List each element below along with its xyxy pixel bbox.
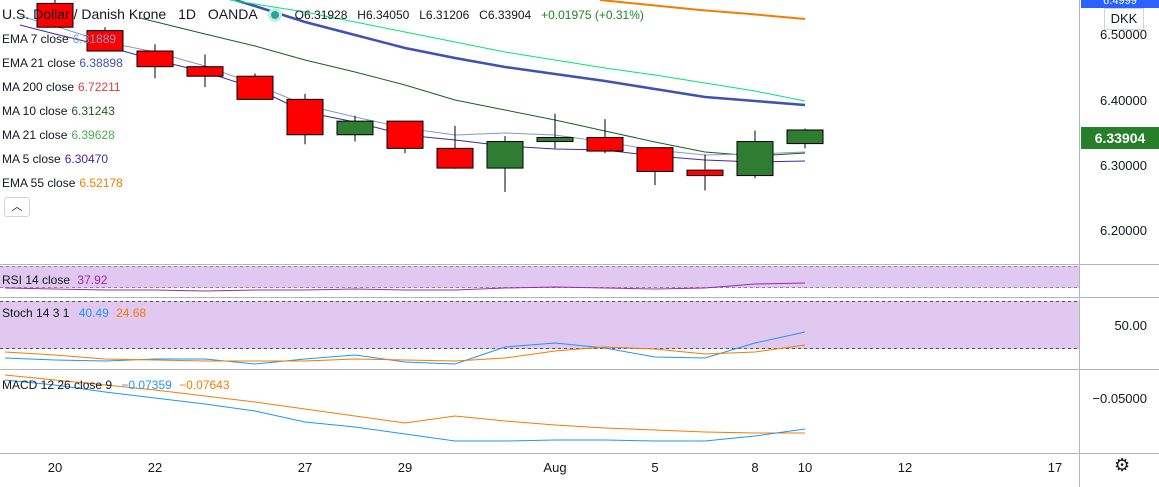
candle-body bbox=[86, 30, 124, 52]
macd-legend[interactable]: MACD 12 26 close 9 −0.07359 −0.07643 bbox=[2, 378, 230, 392]
rsi-band bbox=[0, 266, 1079, 288]
indicator-legend-row[interactable]: MA 10 close 6.31243 bbox=[2, 104, 115, 118]
rsi-legend[interactable]: RSI 14 close 37.92 bbox=[2, 273, 107, 287]
indicator-label: MA 10 close bbox=[2, 104, 68, 118]
price-axis-label: 6.20000 bbox=[1100, 223, 1147, 238]
candle-body bbox=[436, 147, 474, 169]
market-status-icon bbox=[270, 11, 279, 20]
time-axis-label: 17 bbox=[1047, 460, 1063, 475]
ma-21-line bbox=[229, 0, 806, 102]
time-axis-label: 8 bbox=[751, 460, 759, 475]
indicator-legend-row[interactable]: MA 21 close 6.39628 bbox=[2, 128, 115, 142]
indicator-label: MA 200 close bbox=[2, 80, 75, 94]
indicator-label: EMA 21 close bbox=[2, 56, 76, 70]
indicator-value: 6.30470 bbox=[64, 152, 109, 166]
time-axis-label: 12 bbox=[897, 460, 913, 475]
time-axis-label: 5 bbox=[651, 460, 659, 475]
candle-body bbox=[136, 50, 174, 68]
broker: OANDA bbox=[207, 6, 257, 22]
indicator-value: 6.31243 bbox=[71, 104, 115, 118]
stoch-k-value: 40.49 bbox=[78, 306, 109, 320]
candle-body bbox=[736, 141, 774, 177]
price-axis-label: 6.30000 bbox=[1100, 158, 1147, 173]
macd-label: MACD 12 26 close 9 bbox=[2, 378, 113, 392]
indicator-label: EMA 7 close bbox=[2, 32, 69, 46]
stoch-legend[interactable]: Stoch 14 3 1 40.49 24.68 bbox=[2, 306, 146, 320]
indicator-value: 6.38898 bbox=[79, 56, 123, 70]
ohlc-low: L6.31206 bbox=[419, 8, 470, 22]
candle-body bbox=[586, 136, 624, 152]
candle-body bbox=[786, 129, 824, 145]
macd-line bbox=[4, 379, 806, 442]
macd-value: −0.07359 bbox=[121, 378, 172, 392]
stoch-axis-label: 50.00 bbox=[1114, 318, 1147, 333]
indicator-legend-row[interactable]: EMA 7 close 6.31889 bbox=[2, 32, 116, 46]
ema-55-line bbox=[599, 0, 806, 20]
indicator-legend-row[interactable]: EMA 55 close 6.52178 bbox=[2, 176, 123, 190]
candle-body bbox=[386, 120, 424, 149]
time-axis-label: Aug bbox=[543, 460, 567, 475]
indicator-value: 6.72211 bbox=[78, 80, 121, 94]
stoch-band bbox=[0, 301, 1079, 349]
price-axis-label: 6.50000 bbox=[1100, 27, 1147, 42]
candle-body bbox=[686, 169, 724, 177]
candle-body bbox=[486, 141, 524, 169]
current-price-tag: 6.33904 bbox=[1081, 127, 1159, 149]
ma-10-line bbox=[139, 17, 806, 157]
gear-icon[interactable]: ⚙ bbox=[1114, 455, 1131, 475]
ohlc-close: C6.33904 bbox=[479, 8, 532, 22]
chevron-up-icon[interactable]: ︿ bbox=[4, 197, 30, 217]
candle-body bbox=[186, 66, 224, 77]
rsi-value: 37.92 bbox=[77, 273, 108, 287]
indicator-label: MA 21 close bbox=[2, 128, 68, 142]
candle-body bbox=[536, 136, 574, 143]
indicator-value: 6.31889 bbox=[72, 32, 117, 46]
rsi-label: RSI 14 close bbox=[2, 273, 71, 287]
stoch-d-line bbox=[4, 344, 806, 362]
candle-body bbox=[636, 147, 674, 172]
indicator-label: EMA 55 close bbox=[2, 176, 76, 190]
ohlc-open: O6.31928 bbox=[294, 8, 348, 22]
ohlc-change: +0.01975 (+0.31%) bbox=[541, 8, 644, 22]
candle-body bbox=[236, 75, 274, 100]
top-price-tag: 6.4999 bbox=[1081, 0, 1159, 8]
macd-signal-value: −0.07643 bbox=[179, 378, 230, 392]
time-axis-label: 22 bbox=[147, 460, 163, 475]
macd-signal-line bbox=[4, 374, 805, 434]
indicator-value: 6.52178 bbox=[79, 176, 123, 190]
indicator-label: MA 5 close bbox=[2, 152, 61, 166]
indicator-legend-row[interactable]: MA 5 close 6.30470 bbox=[2, 152, 108, 166]
candles-group bbox=[36, 0, 824, 192]
indicator-legend-row[interactable]: MA 200 close 6.72211 bbox=[2, 80, 121, 94]
symbol-name[interactable]: U.S. Dollar / Danish Krone bbox=[2, 6, 167, 22]
price-axis-label: 6.40000 bbox=[1100, 93, 1147, 108]
stoch-d-value: 24.68 bbox=[116, 306, 147, 320]
time-axis-label: 29 bbox=[397, 460, 413, 475]
candle-body bbox=[336, 120, 374, 136]
candle-body bbox=[36, 2, 74, 28]
indicator-legend-row[interactable]: EMA 21 close 6.38898 bbox=[2, 56, 123, 70]
ema-21-line bbox=[234, 0, 806, 107]
ohlc-high: H6.34050 bbox=[357, 8, 410, 22]
time-axis-label: 20 bbox=[47, 460, 63, 475]
indicator-value: 6.39628 bbox=[71, 128, 115, 142]
currency-label[interactable]: DKK bbox=[1104, 8, 1144, 30]
stoch-label: Stoch 14 3 1 bbox=[2, 306, 70, 320]
candle-body bbox=[286, 98, 324, 136]
time-axis-label: 27 bbox=[297, 460, 313, 475]
macd-axis-label: −0.05000 bbox=[1092, 391, 1147, 406]
time-axis-label: 10 bbox=[797, 460, 813, 475]
symbol-header[interactable]: U.S. Dollar / Danish Krone 1D OANDA O6.3… bbox=[2, 6, 644, 22]
interval[interactable]: 1D bbox=[178, 6, 196, 22]
rsi-line bbox=[4, 282, 806, 292]
